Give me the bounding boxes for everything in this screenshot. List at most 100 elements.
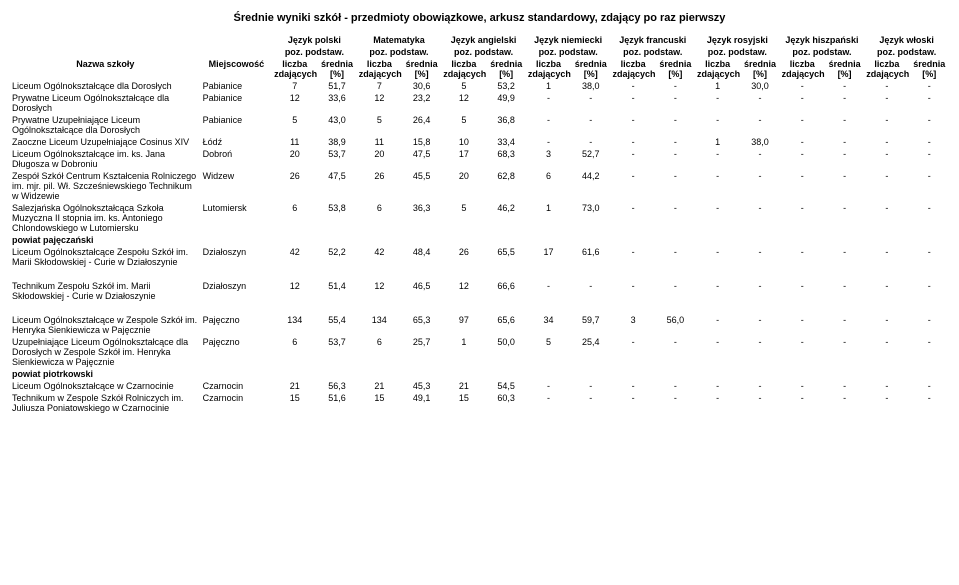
col-level: poz. podstaw. — [357, 46, 442, 58]
cell-count: 12 — [272, 92, 317, 114]
cell-avg: - — [740, 314, 779, 336]
cell-count: - — [695, 170, 740, 202]
cell-count: - — [695, 202, 740, 234]
cell-count: 26 — [441, 246, 486, 268]
cell-count: 1 — [441, 336, 486, 368]
cell-count: 42 — [357, 246, 402, 268]
cell-avg: 61,6 — [571, 246, 610, 268]
cell-count: 5 — [272, 114, 317, 136]
cell-count: 26 — [357, 170, 402, 202]
cell-avg: - — [740, 246, 779, 268]
cell-avg: - — [740, 170, 779, 202]
table-row: Liceum Ogólnokształcące Zespołu Szkół im… — [10, 246, 949, 268]
cell-count: - — [864, 392, 909, 414]
cell-locality: Działoszyn — [201, 246, 272, 268]
cell-locality: Pabianice — [201, 80, 272, 92]
cell-avg: 60,3 — [487, 392, 526, 414]
col-locality: Miejscowość — [201, 58, 272, 80]
cell-count: - — [610, 380, 655, 392]
table-header: Język polskiMatematykaJęzyk angielskiJęz… — [10, 34, 949, 80]
cell-avg: - — [825, 246, 864, 268]
cell-count: - — [526, 392, 571, 414]
cell-avg: - — [910, 114, 950, 136]
cell-avg: - — [910, 280, 950, 302]
cell-count: 1 — [526, 202, 571, 234]
col-level: poz. podstaw. — [526, 46, 611, 58]
col-avg: średnia [%] — [402, 58, 441, 80]
cell-count: - — [610, 246, 655, 268]
cell-school: Liceum Ogólnokształcące w Zespole Szkół … — [10, 314, 201, 336]
col-lang: Język włoski — [864, 34, 949, 46]
cell-count: - — [780, 280, 825, 302]
cell-avg: - — [571, 280, 610, 302]
cell-avg: 53,2 — [487, 80, 526, 92]
cell-count: 11 — [272, 136, 317, 148]
group-label: powiat piotrkowski — [10, 368, 949, 380]
cell-avg: - — [571, 392, 610, 414]
cell-avg: - — [825, 114, 864, 136]
cell-school: Uzupełniające Liceum Ogólnokształcące dl… — [10, 336, 201, 368]
cell-count: - — [695, 314, 740, 336]
cell-avg: - — [571, 114, 610, 136]
cell-avg: 73,0 — [571, 202, 610, 234]
cell-avg: - — [910, 392, 950, 414]
cell-avg: 38,0 — [740, 136, 779, 148]
cell-count: 12 — [441, 280, 486, 302]
cell-school: Zespół Szkół Centrum Kształcenia Rolnicz… — [10, 170, 201, 202]
cell-avg: - — [656, 114, 695, 136]
cell-count: 1 — [695, 80, 740, 92]
cell-avg: 53,8 — [317, 202, 356, 234]
cell-count: 6 — [272, 336, 317, 368]
col-avg: średnia [%] — [825, 58, 864, 80]
cell-avg: - — [910, 92, 950, 114]
cell-count: 15 — [441, 392, 486, 414]
cell-count: - — [864, 314, 909, 336]
col-level: poz. podstaw. — [441, 46, 526, 58]
cell-count: - — [695, 392, 740, 414]
table-row: Zespół Szkół Centrum Kształcenia Rolnicz… — [10, 170, 949, 202]
cell-locality: Widzew — [201, 170, 272, 202]
col-avg: średnia [%] — [317, 58, 356, 80]
table-row: Liceum Ogólnokształcące w CzarnocinieCza… — [10, 380, 949, 392]
cell-count: - — [864, 202, 909, 234]
col-avg: średnia [%] — [571, 58, 610, 80]
cell-locality: Pajęczno — [201, 314, 272, 336]
cell-count: 15 — [272, 392, 317, 414]
cell-school: Technikum w Zespole Szkół Rolniczych im.… — [10, 392, 201, 414]
col-count: liczba zdających — [780, 58, 825, 80]
cell-avg: 36,8 — [487, 114, 526, 136]
cell-avg: 53,7 — [317, 148, 356, 170]
col-avg: średnia [%] — [740, 58, 779, 80]
cell-avg: 66,6 — [487, 280, 526, 302]
table-row: Liceum Ogólnokształcące dla DorosłychPab… — [10, 80, 949, 92]
cell-avg: 46,2 — [487, 202, 526, 234]
table-row: Prywatne Uzupełniające Liceum Ogólnokszt… — [10, 114, 949, 136]
cell-avg: - — [825, 148, 864, 170]
cell-count: 12 — [441, 92, 486, 114]
cell-count: - — [780, 336, 825, 368]
cell-avg: 33,4 — [487, 136, 526, 148]
cell-avg: - — [825, 280, 864, 302]
cell-count: 6 — [526, 170, 571, 202]
cell-count: - — [780, 92, 825, 114]
cell-avg: 47,5 — [317, 170, 356, 202]
cell-count: 42 — [272, 246, 317, 268]
cell-locality: Dobroń — [201, 148, 272, 170]
cell-avg: 25,7 — [402, 336, 441, 368]
cell-avg: - — [910, 380, 950, 392]
cell-count: - — [695, 336, 740, 368]
cell-avg: - — [740, 148, 779, 170]
cell-count: - — [695, 148, 740, 170]
cell-count: 17 — [526, 246, 571, 268]
cell-avg: - — [740, 380, 779, 392]
cell-school: Liceum Ogólnokształcące Zespołu Szkół im… — [10, 246, 201, 268]
cell-count: - — [695, 92, 740, 114]
cell-count: - — [695, 380, 740, 392]
cell-count: 21 — [272, 380, 317, 392]
cell-avg: - — [656, 202, 695, 234]
cell-count: - — [780, 380, 825, 392]
cell-avg: - — [656, 246, 695, 268]
cell-count: 21 — [357, 380, 402, 392]
cell-count: 5 — [441, 202, 486, 234]
page-title: Średnie wyniki szkół - przedmioty obowią… — [10, 12, 949, 24]
